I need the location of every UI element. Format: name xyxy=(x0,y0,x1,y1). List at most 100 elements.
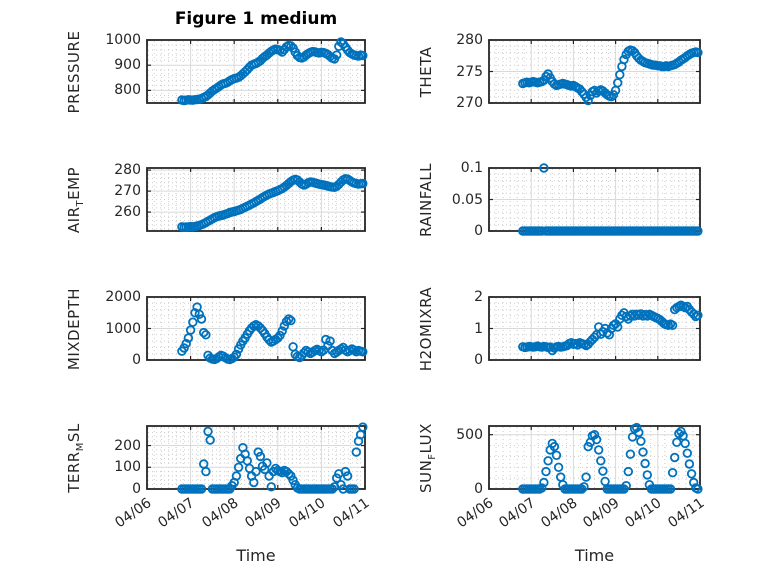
data-point xyxy=(327,484,337,494)
y-tick-label: 270 xyxy=(114,183,141,200)
data-point xyxy=(684,459,695,469)
data-point xyxy=(634,427,644,438)
data-point xyxy=(286,41,296,51)
label-text: LUX xyxy=(417,422,435,453)
data-point xyxy=(358,178,368,189)
label-text: AIR xyxy=(65,205,83,233)
data-point xyxy=(693,484,703,494)
data-point xyxy=(619,54,629,65)
data-point xyxy=(321,334,331,345)
x-tick-label: 04/09 xyxy=(242,495,285,532)
data-point xyxy=(551,450,562,460)
y-tick-label: 0 xyxy=(474,223,483,239)
data-point xyxy=(196,484,207,494)
y-tick-label: 800 xyxy=(114,82,141,99)
data-point xyxy=(640,458,650,469)
x-tick-label: 04/08 xyxy=(199,495,242,532)
data-point xyxy=(593,445,604,455)
data-points xyxy=(177,174,368,232)
label-text: MIXDEPTH xyxy=(65,287,83,370)
data-points xyxy=(177,422,368,494)
data-point xyxy=(266,482,276,492)
data-point xyxy=(608,90,619,100)
data-point xyxy=(693,226,703,236)
data-point xyxy=(577,484,587,494)
plot-area-rainfall xyxy=(488,163,703,236)
y-tick-label: 270 xyxy=(456,95,483,111)
data-point xyxy=(693,47,703,58)
data-point xyxy=(349,484,359,494)
axes-box xyxy=(146,39,366,104)
data-point xyxy=(255,451,266,462)
y-tick-label: 2 xyxy=(474,289,483,305)
data-point xyxy=(688,309,699,319)
y-tick-label: 500 xyxy=(456,426,483,443)
y-tick-label: 0.1 xyxy=(460,160,483,176)
data-point xyxy=(358,347,368,357)
data-point xyxy=(338,484,348,494)
data-point xyxy=(288,342,298,352)
x-tick-label: 04/07 xyxy=(155,495,198,532)
data-point xyxy=(537,483,547,493)
data-point xyxy=(627,432,638,442)
label-text: EMP xyxy=(65,166,83,200)
plot-area-sunflux xyxy=(488,422,703,494)
data-point xyxy=(201,330,211,340)
data-point xyxy=(233,462,244,472)
data-point xyxy=(543,456,553,466)
y-tick-label: 0 xyxy=(474,352,483,368)
x-axis-label: Time xyxy=(574,546,615,565)
label-text: SL xyxy=(65,422,83,442)
data-point xyxy=(286,315,296,326)
data-point xyxy=(686,469,697,479)
y-tick-label: 1000 xyxy=(105,32,141,48)
data-points xyxy=(518,300,703,356)
data-point xyxy=(181,338,191,349)
data-point xyxy=(358,50,368,61)
plot-area-pressure xyxy=(146,37,368,106)
x-tick-label: 04/06 xyxy=(111,495,155,532)
x-tick-label: 04/07 xyxy=(496,495,539,532)
data-point xyxy=(612,78,623,88)
y-tick-label: 100 xyxy=(114,459,141,476)
data-point xyxy=(201,466,211,477)
data-point xyxy=(615,70,625,80)
data-point xyxy=(625,449,636,459)
figure-title: Figure 1 medium xyxy=(174,9,338,29)
data-point xyxy=(636,436,646,446)
axes-box xyxy=(146,425,366,490)
data-point xyxy=(667,320,678,330)
plot-area-h2omixra xyxy=(488,296,703,361)
y-tick-label: 0 xyxy=(132,481,141,497)
data-point xyxy=(688,477,699,488)
data-point xyxy=(572,340,583,350)
data-point xyxy=(600,323,610,334)
data-point xyxy=(676,426,686,437)
data-point xyxy=(283,469,294,479)
data-point xyxy=(351,447,361,457)
y-axis-label-sunflux: SUNFLUX xyxy=(415,368,438,548)
data-point xyxy=(194,309,204,319)
plot-area-mixdepth xyxy=(146,296,368,365)
data-point xyxy=(205,435,215,445)
label-text: THETA xyxy=(417,46,435,97)
data-points xyxy=(518,163,703,236)
data-point xyxy=(541,466,551,477)
y-tick-label: 900 xyxy=(114,57,141,74)
data-point xyxy=(589,430,600,440)
x-tick-label: 04/10 xyxy=(286,495,329,532)
data-point xyxy=(262,458,272,468)
data-point xyxy=(553,462,564,472)
data-point xyxy=(693,310,703,320)
label-text: SUN xyxy=(417,459,435,493)
data-point xyxy=(179,343,189,353)
data-points xyxy=(518,45,703,106)
data-point xyxy=(231,349,242,360)
data-point xyxy=(667,468,678,478)
data-point xyxy=(198,459,209,469)
data-point xyxy=(621,480,631,491)
data-point xyxy=(539,163,549,173)
data-point xyxy=(541,71,551,82)
data-point xyxy=(672,437,682,447)
y-tick-label: 1000 xyxy=(105,320,141,337)
